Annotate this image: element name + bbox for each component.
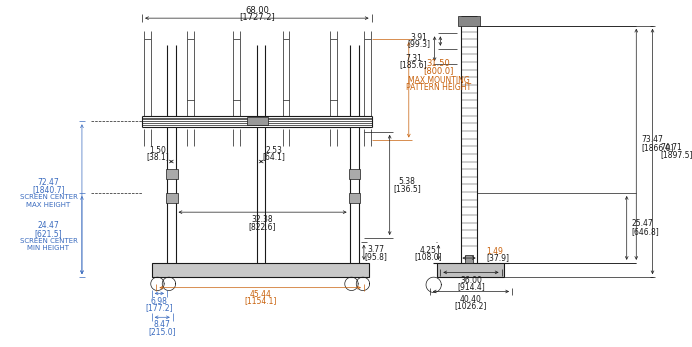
Text: [95.8]: [95.8]: [365, 252, 388, 261]
Text: 1.50: 1.50: [149, 145, 166, 154]
Text: 40.40: 40.40: [460, 295, 482, 304]
Text: [914.4]: [914.4]: [457, 282, 485, 291]
Text: 36.00: 36.00: [460, 276, 482, 285]
Text: [136.5]: [136.5]: [393, 184, 421, 193]
Text: [822.6]: [822.6]: [249, 222, 276, 231]
Text: 8.47: 8.47: [154, 320, 171, 329]
Text: 7.31: 7.31: [405, 54, 422, 63]
Text: 4.25: 4.25: [419, 246, 437, 255]
Text: 31.50: 31.50: [426, 59, 450, 68]
Text: 3.91: 3.91: [411, 33, 428, 42]
Text: MAX HEIGHT: MAX HEIGHT: [26, 202, 71, 208]
Text: 45.44: 45.44: [249, 290, 271, 299]
Text: 2.53: 2.53: [266, 145, 282, 154]
Text: [800.0]: [800.0]: [424, 66, 454, 75]
Text: [621.5]: [621.5]: [35, 229, 62, 238]
Text: 68.00: 68.00: [245, 6, 268, 15]
Bar: [247, 117, 268, 125]
Bar: [465, 255, 473, 263]
Text: [108.0]: [108.0]: [414, 253, 441, 262]
Text: [215.0]: [215.0]: [148, 327, 176, 336]
Text: MIN HEIGHT: MIN HEIGHT: [28, 245, 69, 252]
Text: 3.77: 3.77: [368, 245, 385, 254]
Text: 6.98: 6.98: [151, 297, 167, 306]
Text: SCREEN CENTER: SCREEN CENTER: [19, 238, 78, 244]
Text: 73.47: 73.47: [641, 135, 663, 144]
Text: SCREEN CENTER: SCREEN CENTER: [19, 194, 78, 200]
Text: [1840.7]: [1840.7]: [33, 185, 65, 194]
Text: [1866.0]: [1866.0]: [641, 143, 673, 152]
Text: [99.3]: [99.3]: [408, 40, 431, 49]
Text: [1897.5]: [1897.5]: [660, 150, 692, 159]
Text: [646.8]: [646.8]: [632, 227, 659, 236]
Text: [185.6]: [185.6]: [400, 60, 428, 69]
Text: [64.1]: [64.1]: [262, 152, 286, 161]
Text: [1154.1]: [1154.1]: [244, 297, 276, 306]
Bar: [166, 193, 178, 203]
Text: [1026.2]: [1026.2]: [455, 301, 487, 310]
Bar: [437, 263, 504, 277]
Bar: [457, 16, 480, 26]
Text: MAX MOUNTING: MAX MOUNTING: [408, 76, 469, 85]
Text: 32.38: 32.38: [252, 215, 273, 224]
Text: [177.2]: [177.2]: [145, 303, 173, 312]
Text: 1.49: 1.49: [486, 247, 503, 256]
Bar: [152, 263, 369, 277]
Bar: [349, 169, 360, 179]
Bar: [349, 193, 360, 203]
Text: 5.38: 5.38: [399, 177, 415, 186]
Text: [1727.2]: [1727.2]: [239, 12, 275, 21]
Text: [37.9]: [37.9]: [486, 254, 509, 263]
Bar: [166, 169, 178, 179]
Text: 25.47: 25.47: [632, 219, 653, 228]
Text: 24.47: 24.47: [37, 221, 60, 230]
Text: [38.1]: [38.1]: [146, 152, 169, 161]
Text: 74.71: 74.71: [660, 143, 682, 152]
Text: PATTERN HEIGHT: PATTERN HEIGHT: [406, 83, 471, 92]
Text: 72.47: 72.47: [37, 178, 60, 187]
